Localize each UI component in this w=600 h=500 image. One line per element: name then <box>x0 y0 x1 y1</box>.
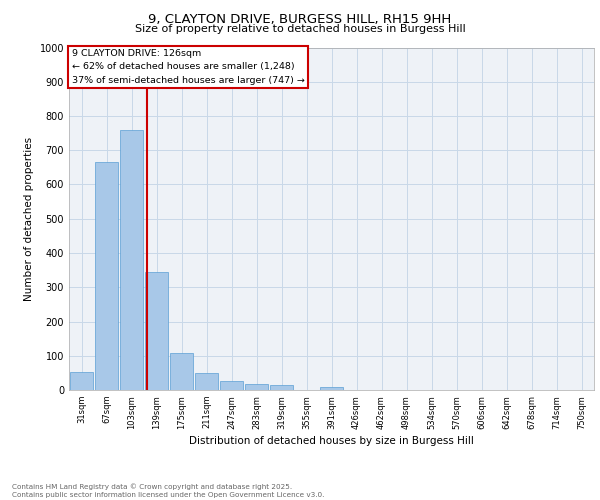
X-axis label: Distribution of detached houses by size in Burgess Hill: Distribution of detached houses by size … <box>189 436 474 446</box>
Bar <box>170 353 193 390</box>
Bar <box>120 130 143 390</box>
Text: 9 CLAYTON DRIVE: 126sqm
← 62% of detached houses are smaller (1,248)
37% of semi: 9 CLAYTON DRIVE: 126sqm ← 62% of detache… <box>71 49 305 84</box>
Text: Contains HM Land Registry data © Crown copyright and database right 2025.
Contai: Contains HM Land Registry data © Crown c… <box>12 484 325 498</box>
Bar <box>70 372 93 390</box>
Text: Size of property relative to detached houses in Burgess Hill: Size of property relative to detached ho… <box>134 24 466 34</box>
Bar <box>220 381 243 390</box>
Y-axis label: Number of detached properties: Number of detached properties <box>24 136 34 301</box>
Bar <box>245 384 268 390</box>
Bar <box>320 388 343 390</box>
Bar <box>195 373 218 390</box>
Bar <box>270 385 293 390</box>
Bar <box>145 272 168 390</box>
Text: 9, CLAYTON DRIVE, BURGESS HILL, RH15 9HH: 9, CLAYTON DRIVE, BURGESS HILL, RH15 9HH <box>148 12 452 26</box>
Bar <box>95 162 118 390</box>
